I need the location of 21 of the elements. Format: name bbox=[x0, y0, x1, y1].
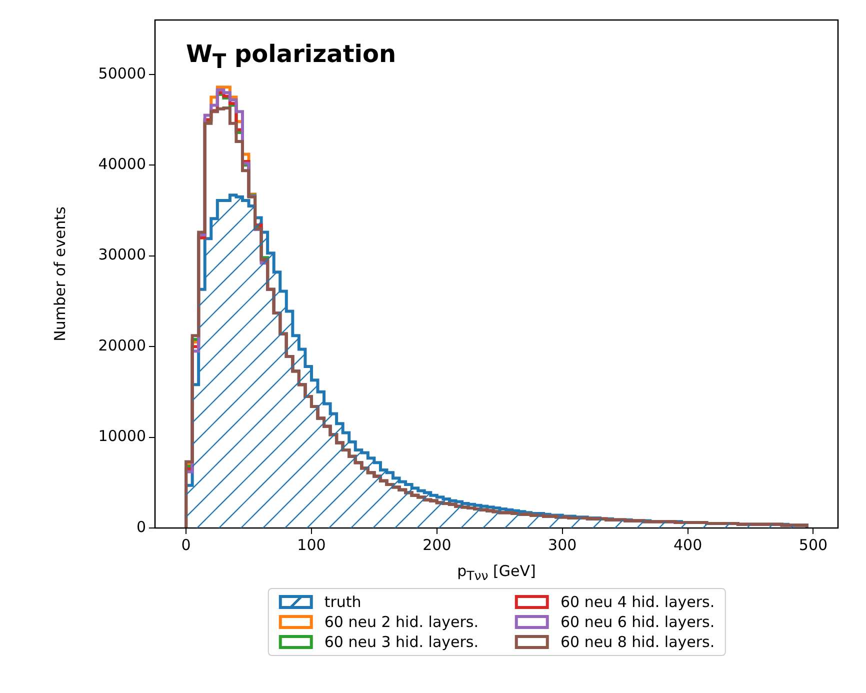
y-tick-label: 40000 bbox=[98, 155, 146, 174]
legend-label: 60 neu 4 hid. layers. bbox=[560, 593, 715, 611]
x-tick-label: 100 bbox=[297, 536, 326, 554]
legend-label: 60 neu 8 hid. layers. bbox=[560, 633, 715, 651]
x-tick-label: 400 bbox=[673, 536, 702, 554]
legend-label: 60 neu 6 hid. layers. bbox=[560, 613, 715, 631]
text: W$_{T}$ polarization bbox=[186, 40, 396, 73]
y-tick-label: 50000 bbox=[98, 64, 146, 82]
legend-label: 60 neu 2 hid. layers. bbox=[324, 613, 478, 631]
y-tick-label: 0 bbox=[136, 518, 146, 536]
x-tick-label: 300 bbox=[548, 536, 577, 554]
y-tick-label: 10000 bbox=[98, 427, 146, 446]
y-axis-title: Number of events bbox=[50, 206, 69, 342]
legend-label: truth bbox=[324, 593, 362, 611]
legend-label: 60 neu 3 hid. layers. bbox=[324, 633, 478, 651]
y-tick-label: 30000 bbox=[98, 246, 146, 264]
x-tick-label: 200 bbox=[422, 536, 452, 554]
x-axis-title: p$_{Tνν}$ [GeV] bbox=[457, 562, 536, 583]
x-tick-label: 0 bbox=[181, 536, 191, 554]
x-tick-label: 500 bbox=[798, 536, 828, 554]
y-tick-label: 20000 bbox=[98, 336, 146, 354]
